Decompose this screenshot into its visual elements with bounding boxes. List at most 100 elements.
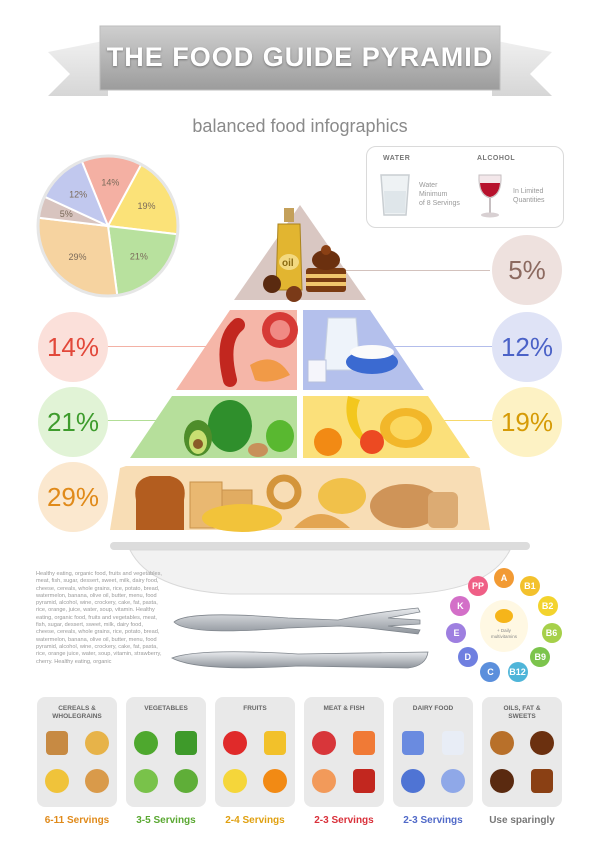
percent-cereals: 29%: [38, 462, 108, 532]
shrimp-icon: [250, 359, 290, 382]
percent-vegetables: 21%: [38, 387, 108, 457]
pie-slice-label: 29%: [69, 252, 87, 262]
pretzel-icon: [266, 474, 302, 510]
food-group-card: OILS, FAT & SWEETS: [482, 697, 562, 807]
vitamin-badge: K: [450, 596, 471, 617]
servings-label: 6-11 Servings: [44, 815, 110, 826]
pie-slice-label: 19%: [138, 201, 156, 211]
truffle-candy-icon: [263, 275, 302, 302]
food-icon: [530, 731, 554, 755]
percent-sweets: 5%: [492, 235, 562, 305]
food-icon: [353, 769, 375, 793]
food-icon: [441, 769, 465, 793]
food-group-title: CEREALS & WHOLEGRAINS: [52, 705, 102, 720]
food-group-card: MEAT & FISH: [304, 697, 384, 807]
title-ribbon-graphic: [48, 25, 552, 96]
multivitamin-center: + Daily multivitamins: [480, 600, 528, 652]
oil-label: oil: [282, 258, 294, 269]
food-icon: [223, 769, 247, 793]
food-group-icons: [401, 731, 465, 793]
food-group-icons: [223, 731, 287, 793]
food-icon: [312, 731, 336, 755]
pie-slice-label: 5%: [60, 209, 73, 219]
multivitamin-note-2: multivitamins: [490, 634, 517, 639]
connector-meat: [106, 346, 216, 347]
alcohol-note-2: Quantities: [513, 197, 545, 204]
food-group-icons: [134, 731, 198, 793]
food-group-card: FRUITS: [215, 697, 295, 807]
green-pepper-icon: [208, 400, 252, 452]
fork-icon: [173, 607, 421, 635]
servings-label: Use sparingly: [489, 815, 555, 826]
vitamins-ring: + Daily multivitamins A B1 B2 B6 B9 B12 C D E K PP: [444, 566, 564, 686]
avocado-icon: [184, 420, 212, 456]
knife-icon: [171, 651, 429, 669]
food-group-card: CEREALS & WHOLEGRAINS: [37, 697, 117, 807]
page-subtitle: balanced food infographics: [192, 116, 408, 136]
oil-bottle-icon: [275, 208, 303, 291]
food-icon: [175, 731, 197, 755]
servings-label: 2-3 Servings: [403, 815, 463, 826]
food-group-card: DAIRY FOOD: [393, 697, 473, 807]
connector-fruits: [430, 420, 492, 421]
food-group-title: VEGETABLES: [144, 705, 188, 712]
vitamin-badge: B9: [530, 647, 551, 668]
pie-slice-label: 21%: [130, 251, 148, 261]
food-icon: [264, 731, 286, 755]
connector-sweets: [330, 270, 490, 271]
food-icon: [490, 731, 514, 755]
food-icon: [531, 769, 553, 793]
description-text: Healthy eating, organic food, fruits and…: [36, 571, 162, 665]
food-icon: [312, 769, 336, 793]
food-group-title: DAIRY FOOD: [412, 705, 454, 712]
percent-meat: 14%: [38, 312, 108, 382]
bell-pepper-icon: [266, 420, 294, 452]
wine-glass-icon: [478, 174, 502, 218]
vitamin-badge: E: [446, 622, 467, 643]
water-heading: WATER: [383, 155, 411, 162]
food-icon: [134, 769, 158, 793]
melon-icon: [380, 408, 432, 448]
food-group-title: MEAT & FISH: [323, 705, 365, 712]
chocolate-cake-icon: [306, 245, 346, 292]
alcohol-heading: ALCOHOL: [477, 155, 516, 162]
food-icon: [85, 731, 109, 755]
connector-dairy: [390, 346, 492, 347]
vitamin-badge: A: [494, 568, 514, 588]
food-icon: [45, 769, 69, 793]
bread-loaf-icon: [370, 484, 442, 528]
servings-label: 2-3 Servings: [314, 815, 374, 826]
food-icon: [85, 769, 109, 793]
vitamin-badge: B6: [541, 622, 562, 643]
vitamin-badge: B1: [519, 575, 540, 596]
alcohol-note-1: In Limited: [513, 188, 544, 195]
vitamin-badge: B12: [507, 662, 528, 683]
food-group-icons: [490, 731, 554, 793]
cutlery-icon: [171, 607, 429, 669]
banana-icon: [346, 396, 372, 448]
food-group-title: FRUITS: [243, 705, 267, 712]
food-icon: [263, 769, 287, 793]
steak-icon: [262, 312, 298, 348]
challah-icon: [202, 504, 282, 532]
pie-outline: [36, 154, 180, 298]
water-glass-icon: [380, 174, 410, 216]
vitamin-badge: D: [457, 647, 478, 668]
food-group-icons: [312, 731, 375, 793]
food-icon: [402, 731, 424, 755]
food-group-card: VEGETABLES: [126, 697, 206, 807]
multivitamin-note-1: + Daily: [497, 628, 511, 633]
toast-bread-icon: [428, 492, 458, 528]
water-note-1: Water: [419, 182, 438, 189]
water-alcohol-panel: WATER ALCOHOL Water Minimum of 8 Serving…: [366, 146, 564, 228]
pie-slice-label: 14%: [101, 178, 119, 188]
food-icon: [134, 731, 158, 755]
servings-label: 2-4 Servings: [225, 815, 285, 826]
percent-fruits: 19%: [492, 387, 562, 457]
vitamin-badge: PP: [468, 575, 489, 596]
connector-vegetables: [106, 420, 186, 421]
vitamin-badge: C: [480, 662, 501, 683]
vitamin-badge: B2: [537, 596, 558, 617]
orange-icon: [314, 428, 342, 456]
food-pyramid: oil: [110, 205, 490, 532]
